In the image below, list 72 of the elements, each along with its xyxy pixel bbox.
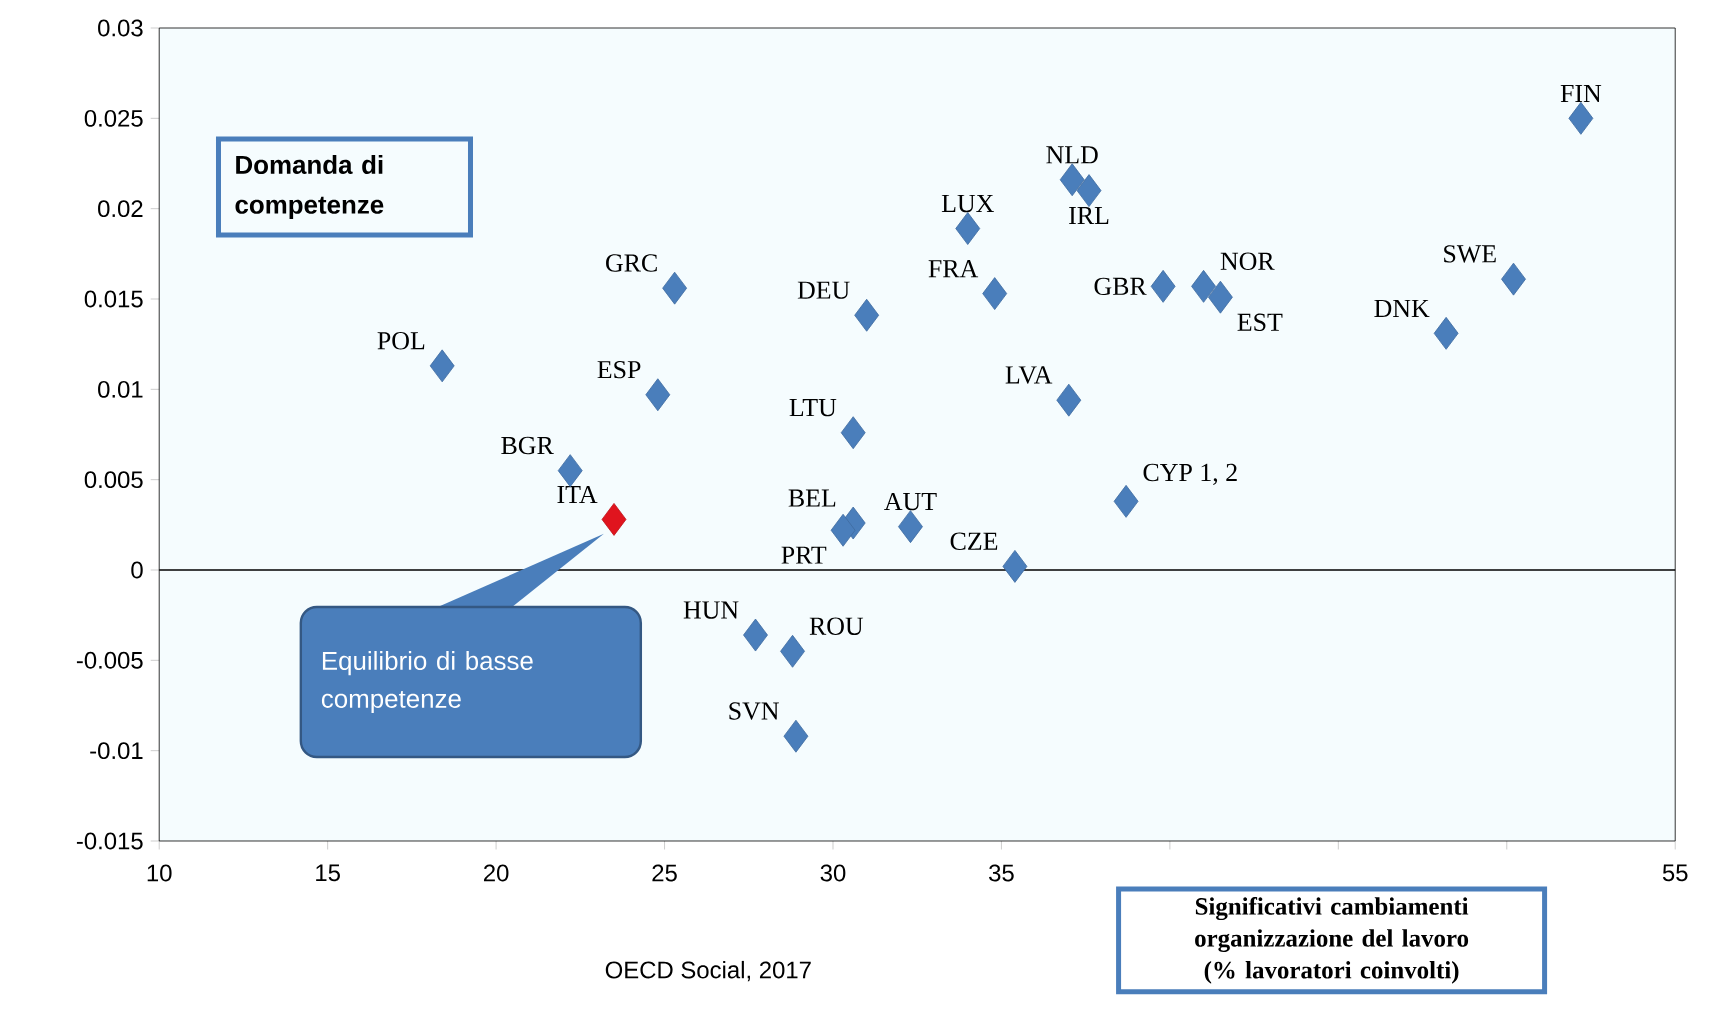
data-label: SVN [729, 702, 779, 720]
point [1002, 549, 1028, 583]
point [1076, 174, 1102, 207]
point [854, 298, 880, 332]
data-label: BGR [501, 436, 554, 455]
point [601, 503, 627, 536]
data-label: DEU [797, 281, 850, 299]
data-label: BEL [788, 489, 836, 507]
data-label: ESP [597, 360, 641, 379]
x-tick-label: 10 [147, 864, 172, 882]
y-tick-label: -0.005 [76, 651, 143, 669]
data-label: FIN [1560, 84, 1602, 102]
data-label: POL [377, 332, 425, 350]
y-tick-label: 0.005 [84, 471, 143, 489]
y-axis-title: Domanda di competenze [235, 154, 384, 219]
data-label: LTU [789, 399, 837, 417]
data-label: EST [1237, 313, 1283, 331]
y-tick-label: -0.01 [90, 742, 143, 760]
y-tick-label: 0 [131, 561, 143, 579]
data-label: LVA [1005, 366, 1053, 384]
point [840, 416, 866, 450]
data-label: AUT [884, 492, 937, 511]
y-tick-label: 0.02 [98, 200, 143, 218]
y-tick-label: 0.01 [98, 380, 143, 398]
data-label: PRT [781, 546, 827, 564]
data-label: FRA [928, 260, 979, 278]
point [1191, 269, 1216, 303]
data-label: GBR [1094, 277, 1147, 296]
x-tick-label: 20 [483, 864, 509, 882]
point [898, 510, 923, 544]
point [1056, 383, 1082, 417]
point [1113, 484, 1139, 518]
data-label: NLD [1046, 146, 1098, 164]
text: OECD Social, 2017 [605, 960, 811, 982]
data-label: SWE [1444, 245, 1496, 263]
data-label: LUX [941, 194, 994, 213]
point [1433, 316, 1459, 350]
data-label: CZE [950, 532, 998, 550]
x-tick-label: 55 [1662, 864, 1688, 882]
point [1150, 269, 1176, 303]
x-tick-label: 15 [316, 864, 340, 882]
point [743, 618, 768, 652]
data-label: NOR [1220, 252, 1275, 270]
y-tick-label: 0.015 [84, 290, 143, 308]
point [1208, 280, 1233, 314]
data-label: IRL [1069, 206, 1109, 224]
data-label: ROU [809, 617, 864, 635]
x-tick-label: 30 [820, 864, 846, 882]
data-label: DNK [1374, 299, 1430, 317]
y-tick-label: 0.03 [98, 19, 143, 37]
point [645, 378, 671, 412]
data-label: ITA [557, 485, 598, 504]
point [1501, 262, 1526, 296]
data-label: CYP 1, 2 [1143, 463, 1237, 485]
annotation: Equilibrio di basse competenze [321, 651, 533, 714]
y-tick-label: -0.015 [76, 832, 143, 850]
point [557, 454, 583, 488]
point [955, 212, 981, 245]
point [1568, 101, 1594, 135]
point [830, 513, 856, 547]
point [982, 277, 1008, 310]
point [429, 349, 455, 383]
data-label: HUN [683, 601, 739, 619]
x-tick-label: 35 [989, 864, 1014, 882]
point [780, 634, 805, 668]
point [783, 719, 809, 753]
data-label: GRC [606, 254, 657, 272]
y-tick-label: 0.025 [84, 109, 143, 127]
x-axis-title: Significativi cambiamenti organizzazione del lavoro (% lavoratori coinvolti) [1195, 897, 1469, 984]
point [1059, 163, 1085, 197]
point [662, 271, 688, 305]
x-tick-label: 25 [652, 864, 677, 882]
